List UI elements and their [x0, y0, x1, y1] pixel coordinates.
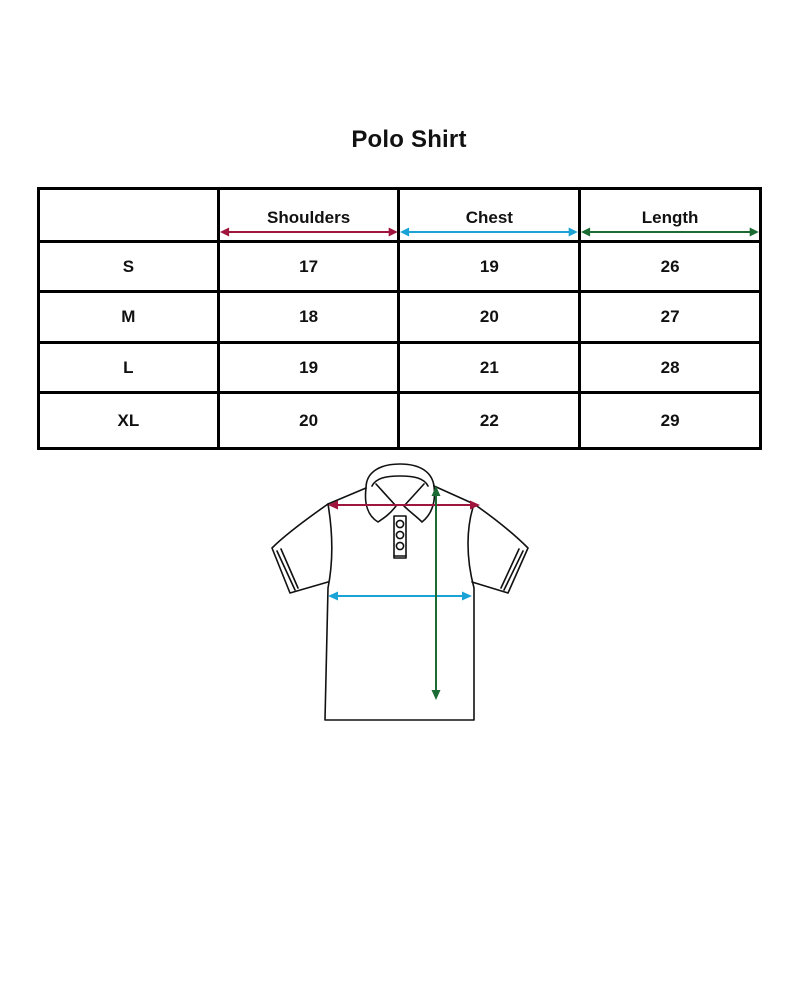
size-chart-table: Shoulders Chest: [37, 187, 762, 450]
chest-value: 22: [397, 391, 582, 450]
size-label: L: [37, 340, 220, 395]
header-length: Length: [578, 187, 762, 243]
header-row: Shoulders Chest: [37, 187, 762, 243]
chest-measure-icon: [328, 591, 472, 601]
length-value: 27: [578, 290, 762, 344]
shoulders-value: 20: [216, 391, 401, 450]
length-arrow-icon: [581, 226, 759, 238]
length-measure-icon: [431, 486, 441, 700]
page-title: Polo Shirt: [351, 126, 467, 153]
header-chest: Chest: [397, 187, 582, 243]
shoulders-measure-icon: [328, 500, 480, 510]
chest-value: 20: [397, 290, 582, 344]
size-label: XL: [37, 391, 220, 450]
length-value: 29: [578, 391, 762, 450]
size-label: S: [37, 239, 220, 294]
table-row: L 19 21 28: [37, 340, 762, 395]
length-value: 28: [578, 340, 762, 395]
table-row: XL 20 22 29: [37, 391, 762, 450]
polo-shirt-icon: [271, 463, 529, 721]
table-row: S 17 19 26: [37, 239, 762, 294]
size-label: M: [37, 290, 220, 344]
shoulders-value: 19: [216, 340, 401, 395]
header-chest-label: Chest: [465, 208, 513, 227]
shoulders-value: 18: [216, 290, 401, 344]
shirt-diagram: [268, 458, 532, 726]
chest-value: 19: [397, 239, 582, 294]
chest-value: 21: [397, 340, 582, 395]
header-length-label: Length: [641, 208, 699, 227]
header-shoulders: Shoulders: [216, 187, 401, 243]
shoulders-arrow-icon: [219, 226, 398, 238]
chest-arrow-icon: [400, 226, 579, 238]
shoulders-value: 17: [216, 239, 401, 294]
header-shoulders-label: Shoulders: [267, 208, 351, 227]
header-corner-cell: [37, 187, 220, 243]
table-row: M 18 20 27: [37, 290, 762, 344]
length-value: 26: [578, 239, 762, 294]
